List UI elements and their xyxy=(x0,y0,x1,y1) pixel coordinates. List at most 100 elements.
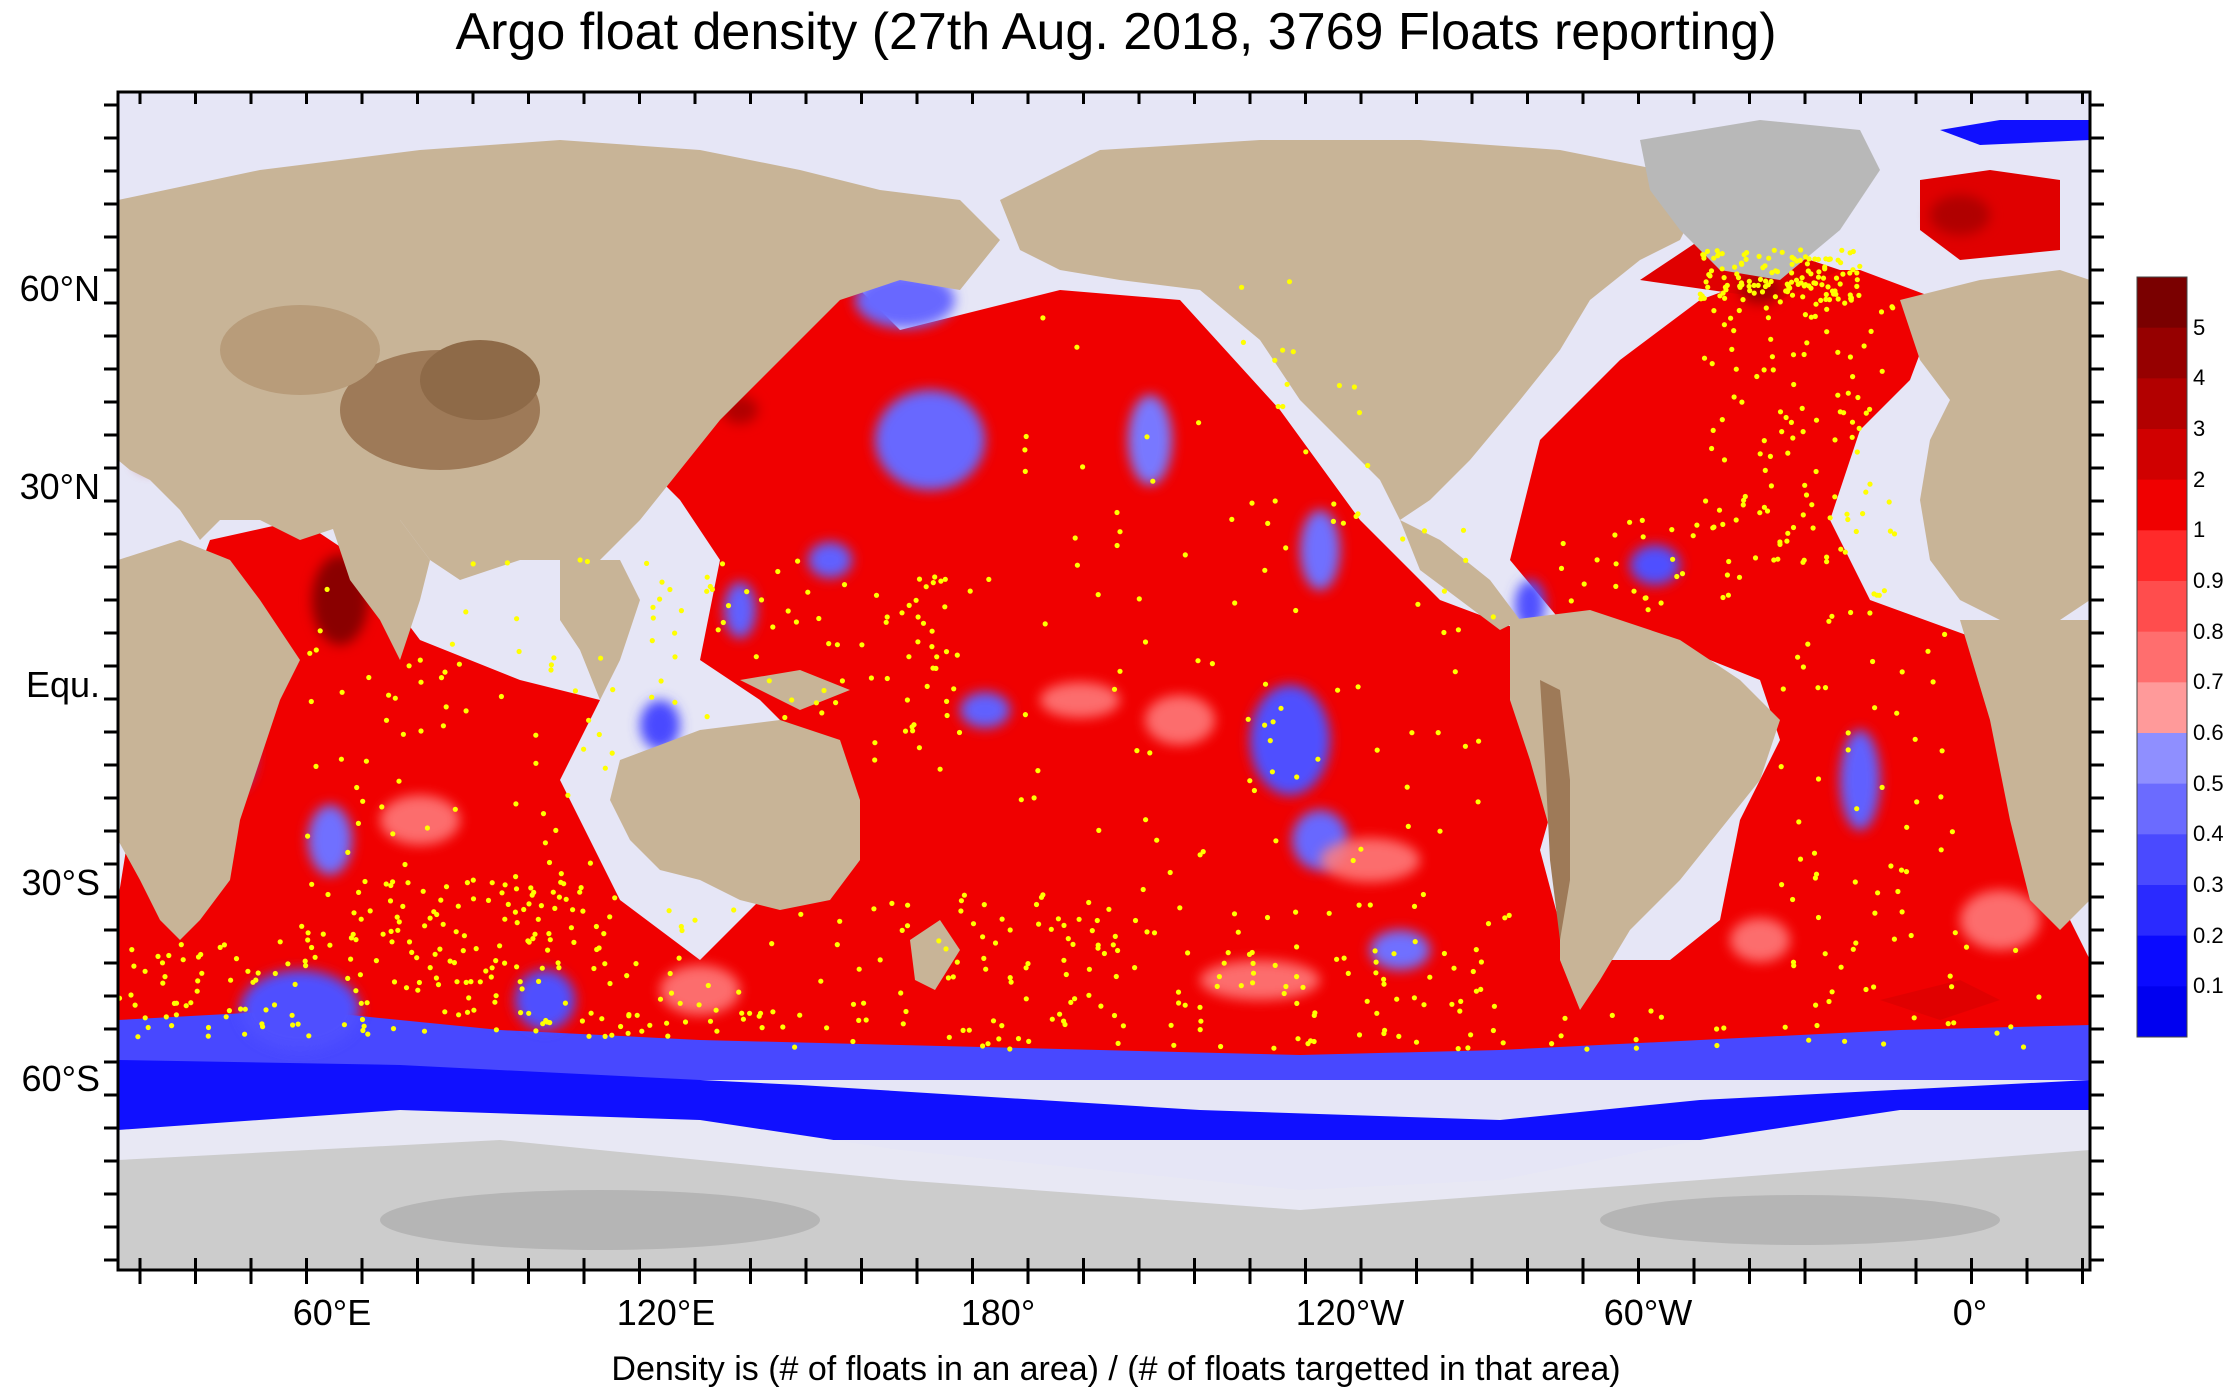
float-dot xyxy=(406,663,412,669)
float-dot xyxy=(1167,869,1173,876)
float-dot xyxy=(1018,797,1024,803)
float-dot xyxy=(1421,528,1428,534)
float-dot xyxy=(1022,468,1028,474)
float-dot xyxy=(1609,1012,1615,1019)
float-dot xyxy=(530,936,536,942)
float-dot xyxy=(1068,999,1074,1006)
float-dot xyxy=(915,614,921,620)
float-dot xyxy=(1899,669,1905,675)
lat-label-equator: Equ. xyxy=(25,664,100,705)
float-dot xyxy=(1070,941,1076,948)
float-dot xyxy=(942,604,948,610)
float-dot xyxy=(824,1025,830,1031)
colorbar-swatch xyxy=(2137,935,2187,987)
float-dot xyxy=(593,923,600,930)
float-dot xyxy=(163,1014,169,1020)
float-dot xyxy=(1844,511,1850,517)
float-dot xyxy=(367,908,373,914)
float-dot xyxy=(1330,518,1336,525)
float-dot xyxy=(601,931,607,937)
colorbar-swatch xyxy=(2137,479,2187,531)
float-dot xyxy=(902,728,909,734)
float-dot xyxy=(999,916,1005,922)
float-dot xyxy=(1340,520,1346,526)
float-dot xyxy=(545,947,551,953)
float-dot xyxy=(223,1014,229,1020)
float-dot xyxy=(1701,355,1708,361)
float-dot xyxy=(1631,588,1637,594)
float-dot xyxy=(1734,271,1740,277)
float-dot xyxy=(672,654,678,660)
float-dot xyxy=(358,916,364,922)
float-dot xyxy=(1790,524,1797,531)
float-dot xyxy=(514,616,520,622)
float-dot xyxy=(1809,502,1815,508)
float-dot xyxy=(1658,600,1664,606)
float-dot xyxy=(704,714,710,720)
float-dot xyxy=(1491,1003,1497,1009)
float-dot xyxy=(493,958,499,964)
float-dot xyxy=(305,937,311,943)
float-dot xyxy=(1770,367,1776,373)
float-dot xyxy=(461,933,467,939)
float-dot xyxy=(1143,817,1149,823)
float-dot xyxy=(1007,975,1013,981)
float-dot xyxy=(1150,478,1156,484)
float-dot xyxy=(1182,552,1188,558)
float-dot xyxy=(1473,988,1479,994)
float-dot xyxy=(1871,984,1877,990)
float-dot xyxy=(1415,601,1421,607)
colorbar-swatch xyxy=(2137,834,2187,886)
float-dot xyxy=(391,979,398,985)
float-dot xyxy=(1036,921,1042,927)
float-dot xyxy=(1737,284,1743,290)
float-dot xyxy=(521,906,527,913)
float-dot xyxy=(676,955,682,961)
float-dot xyxy=(1061,1018,1067,1024)
float-dot xyxy=(463,609,469,615)
float-dot xyxy=(667,970,673,977)
float-dot xyxy=(502,916,508,922)
float-dot xyxy=(1455,1046,1461,1052)
float-dot xyxy=(1086,966,1092,972)
float-dot xyxy=(1911,1015,1917,1021)
float-dot xyxy=(1881,1041,1887,1047)
float-dot xyxy=(1250,960,1256,967)
float-dot xyxy=(169,1023,175,1029)
float-dot xyxy=(546,931,552,937)
float-dot xyxy=(1490,1027,1496,1034)
float-dot xyxy=(1132,917,1139,924)
float-dot xyxy=(1732,264,1738,270)
float-dot xyxy=(1549,1041,1555,1047)
float-dot xyxy=(171,1000,177,1007)
float-dot xyxy=(1847,354,1853,360)
float-dot xyxy=(1722,284,1728,290)
float-dot xyxy=(345,849,351,856)
float-dot xyxy=(1473,947,1479,953)
float-dot xyxy=(1808,314,1814,320)
float-dot xyxy=(1374,747,1380,753)
float-dot xyxy=(1147,750,1153,756)
float-dot xyxy=(1739,261,1745,267)
float-dot xyxy=(1679,571,1686,577)
float-dot xyxy=(308,698,314,705)
float-dot xyxy=(1074,344,1080,350)
float-dot xyxy=(789,697,795,703)
float-dot xyxy=(356,889,362,896)
float-dot xyxy=(1229,516,1235,523)
float-dot xyxy=(1783,414,1789,421)
float-dot xyxy=(1794,258,1800,264)
float-dot xyxy=(405,880,411,886)
float-dot xyxy=(1441,588,1447,594)
float-dot xyxy=(1819,282,1825,288)
float-dot xyxy=(1400,536,1406,542)
float-dot xyxy=(1805,641,1811,647)
float-dot xyxy=(533,732,539,738)
float-dot xyxy=(1372,948,1378,954)
float-dot xyxy=(725,603,732,609)
float-dot xyxy=(1779,429,1785,435)
float-dot xyxy=(305,833,311,839)
float-dot xyxy=(205,1024,212,1031)
float-dot xyxy=(915,639,921,645)
float-dot xyxy=(1827,515,1833,521)
